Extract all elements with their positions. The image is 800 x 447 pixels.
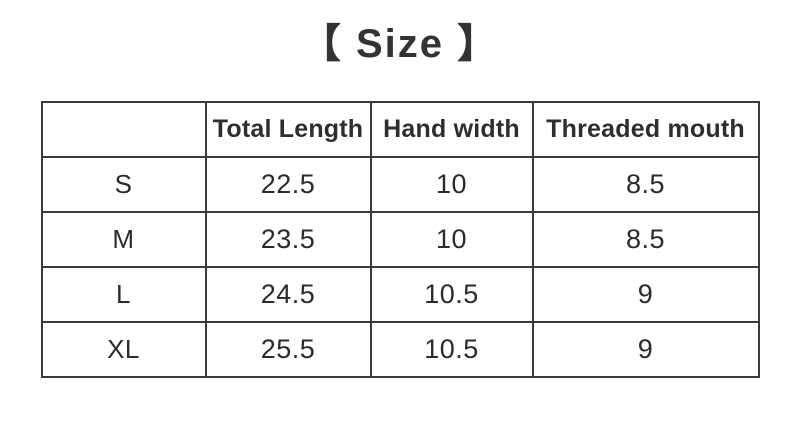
cell-xl-hand-width: 10.5	[369, 321, 534, 378]
table-row: S 22.5 10 8.5	[40, 156, 760, 213]
cell-l-total-length: 24.5	[204, 266, 372, 323]
table-row: M 23.5 10 8.5	[40, 211, 760, 268]
page-title: 【 Size 】	[300, 22, 500, 66]
cell-size-l: L	[40, 266, 207, 323]
cell-xl-threaded-mouth: 9	[531, 321, 760, 378]
cell-s-threaded-mouth: 8.5	[531, 156, 760, 213]
table-row: L 24.5 10.5 9	[40, 266, 760, 323]
cell-size-xl: XL	[40, 321, 207, 378]
table-header-row: Total Length Hand width Threaded mouth	[40, 101, 760, 158]
cell-size-m: M	[40, 211, 207, 268]
size-table: Total Length Hand width Threaded mouth S…	[40, 101, 760, 378]
cell-l-hand-width: 10.5	[369, 266, 534, 323]
cell-l-threaded-mouth: 9	[531, 266, 760, 323]
size-chart-page: 【 Size 】 Total Length Hand width Threade…	[0, 20, 800, 447]
cell-s-total-length: 22.5	[204, 156, 372, 213]
table-row: XL 25.5 10.5 9	[40, 321, 760, 378]
cell-m-total-length: 23.5	[204, 211, 372, 268]
header-cell-hand-width: Hand width	[369, 101, 534, 158]
cell-xl-total-length: 25.5	[204, 321, 372, 378]
cell-size-s: S	[40, 156, 207, 213]
cell-s-hand-width: 10	[369, 156, 534, 213]
header-cell-total-length: Total Length	[204, 101, 372, 158]
header-cell-threaded-mouth: Threaded mouth	[531, 101, 760, 158]
cell-m-threaded-mouth: 8.5	[531, 211, 760, 268]
cell-m-hand-width: 10	[369, 211, 534, 268]
header-cell-size	[40, 101, 207, 158]
